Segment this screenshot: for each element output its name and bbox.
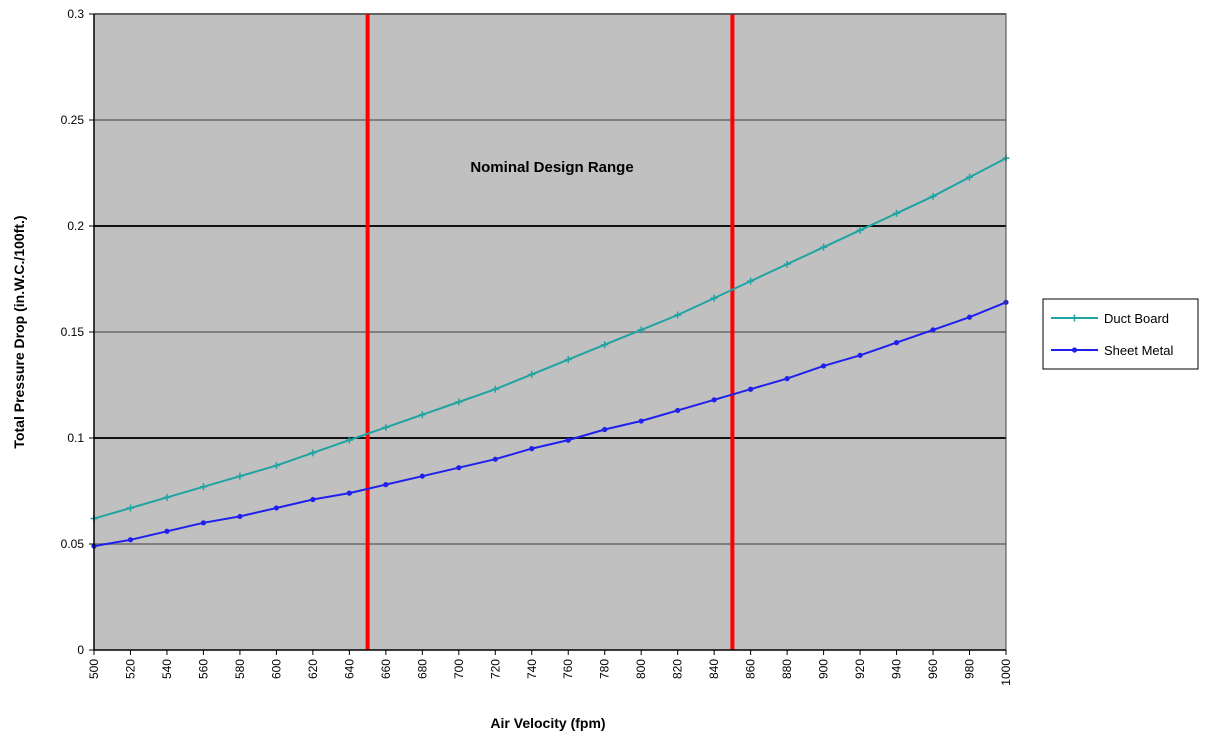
design-range-lines	[365, 14, 735, 650]
data-point	[893, 340, 900, 346]
data-point	[674, 311, 682, 319]
data-point	[893, 209, 901, 217]
data-point	[529, 446, 535, 452]
series-line	[93, 301, 1007, 548]
x-tick-label: 700	[452, 659, 466, 679]
data-point	[345, 436, 353, 444]
data-point	[930, 327, 936, 333]
data-point	[929, 192, 937, 200]
data-point	[747, 277, 755, 285]
data-point	[382, 423, 390, 431]
data-point	[528, 370, 536, 378]
y-tick-label: 0.15	[61, 325, 85, 339]
data-point	[273, 505, 279, 511]
data-point	[310, 496, 316, 503]
data-point	[309, 449, 317, 457]
data-point	[784, 376, 790, 382]
data-point	[492, 456, 498, 462]
data-point	[419, 473, 425, 479]
x-tick-label: 880	[780, 659, 794, 679]
x-tick-label: 820	[671, 659, 685, 679]
legend-label: Duct Board	[1104, 311, 1169, 326]
data-point	[383, 482, 389, 488]
x-tick-label: 520	[123, 659, 137, 679]
data-point	[164, 528, 170, 534]
data-point	[783, 260, 791, 268]
data-point	[455, 398, 463, 406]
data-point	[966, 173, 974, 181]
x-tick-label: 500	[87, 659, 101, 679]
x-tick-label: 760	[561, 659, 575, 679]
data-point	[199, 483, 207, 491]
axes: 0 0.05 0.1 0.15 0.2 0.25 0.3 500 520 540 560 580 600…	[61, 7, 1013, 686]
x-tick-label: 640	[342, 659, 356, 679]
y-axis-label: Total Pressure Drop (in.W.C./100ft.)	[11, 215, 27, 448]
data-point	[637, 326, 645, 334]
data-point	[491, 385, 499, 393]
data-point	[237, 513, 243, 520]
data-point	[638, 418, 644, 424]
y-tick-label: 0.2	[67, 219, 84, 233]
x-tick-label: 980	[963, 659, 977, 679]
x-tick-label: 780	[598, 659, 612, 679]
data-point	[346, 490, 352, 496]
data-point	[966, 314, 973, 320]
data-point	[163, 493, 171, 501]
series-line	[93, 157, 1007, 520]
x-tick-label: 600	[269, 659, 283, 679]
data-point	[856, 226, 864, 234]
x-tick-label: 720	[488, 659, 502, 679]
x-tick-label: 740	[525, 659, 539, 679]
data-point	[564, 356, 572, 364]
data-point	[272, 462, 280, 470]
data-point	[675, 407, 681, 414]
x-tick-label: 540	[160, 659, 174, 679]
data-point	[602, 426, 608, 433]
y-tick-label: 0.3	[67, 7, 84, 21]
x-axis-label: Air Velocity (fpm)	[490, 715, 605, 731]
data-point	[456, 465, 462, 471]
data-point	[748, 386, 754, 392]
plot-area	[94, 13, 1006, 650]
y-tick-label: 0	[77, 643, 84, 657]
x-tick-label: 620	[306, 659, 320, 679]
data-point	[565, 437, 571, 443]
data-point	[711, 397, 717, 403]
x-tick-label: 900	[817, 659, 831, 679]
y-tick-label: 0.25	[61, 113, 85, 127]
x-tick-label: 840	[707, 659, 721, 679]
data-point	[200, 520, 207, 526]
x-tick-label: 560	[196, 659, 210, 679]
legend: Duct Board Sheet Metal	[1042, 298, 1199, 370]
data-point	[127, 537, 134, 543]
x-tick-label: 660	[379, 659, 393, 679]
data-point	[601, 341, 609, 349]
x-tick-label: 1000	[999, 659, 1013, 686]
data-point	[236, 472, 244, 480]
y-tick-label: 0.1	[67, 431, 84, 445]
legend-marker	[1071, 347, 1078, 353]
data-point	[710, 294, 718, 302]
x-tick-label: 680	[415, 659, 429, 679]
legend-label: Sheet Metal	[1104, 343, 1173, 358]
data-point	[418, 411, 426, 419]
data-point	[820, 243, 828, 251]
annotation-nominal-design-range: Nominal Design Range	[470, 159, 633, 176]
data-point	[821, 363, 827, 369]
x-tick-label: 920	[853, 659, 867, 679]
x-tick-label: 960	[926, 659, 940, 679]
x-tick-label: 580	[233, 659, 247, 679]
legend-box	[1042, 298, 1199, 370]
x-tick-label: 860	[744, 659, 758, 679]
x-tick-label: 800	[634, 659, 648, 679]
y-tick-label: 0.05	[61, 537, 85, 551]
data-point	[857, 352, 863, 358]
x-tick-label: 940	[890, 659, 904, 679]
data-point	[126, 504, 134, 512]
